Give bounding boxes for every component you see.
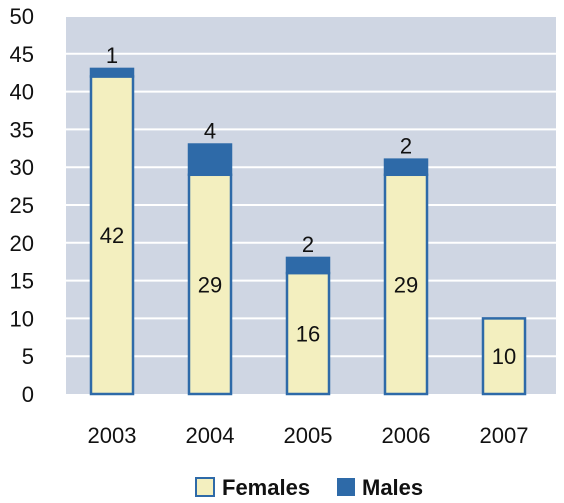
x-tick-label: 2005	[284, 423, 333, 448]
data-label-females: 16	[296, 322, 320, 347]
y-tick-label: 30	[10, 155, 34, 180]
bar-segment-females	[89, 75, 135, 396]
x-tick-label: 2003	[88, 423, 137, 448]
y-tick-label: 15	[10, 269, 34, 294]
data-label-females: 10	[492, 344, 516, 369]
legend-label-males: Males	[362, 475, 423, 500]
bar-segment-females	[481, 317, 527, 396]
y-tick-label: 40	[10, 80, 34, 105]
data-label-females: 29	[394, 272, 418, 297]
legend-swatch-females	[195, 477, 215, 497]
x-axis-ticks: 2003 2004 2005 2006 2007	[88, 423, 529, 448]
y-axis-ticks: 0 5 10 15 20 25 30 35 40 45 50	[10, 4, 34, 407]
legend-swatch-males	[337, 478, 355, 496]
bar-segment-females	[383, 173, 429, 396]
y-tick-label: 50	[10, 4, 34, 29]
x-tick-label: 2006	[382, 423, 431, 448]
x-tick-label: 2007	[480, 423, 529, 448]
bar-segment-females	[187, 173, 233, 396]
bar-segment-males	[285, 256, 331, 275]
y-tick-label: 5	[22, 344, 34, 369]
data-label-females: 42	[100, 223, 124, 248]
data-label-males: 4	[204, 119, 216, 144]
data-label-males: 2	[302, 232, 314, 257]
y-tick-label: 35	[10, 117, 34, 142]
x-tick-label: 2004	[186, 423, 235, 448]
data-label-males: 2	[400, 134, 412, 159]
data-label-females: 29	[198, 272, 222, 297]
y-tick-label: 25	[10, 193, 34, 218]
bars: 42 1 29 4 16 2 29 2 10	[89, 43, 527, 396]
bar-segment-males	[89, 67, 135, 78]
legend: Females Males	[195, 475, 423, 500]
y-tick-label: 20	[10, 231, 34, 256]
data-label-males: 1	[106, 43, 118, 68]
bar-segment-males	[383, 158, 429, 177]
legend-label-females: Females	[222, 475, 310, 500]
bar-segment-males	[187, 143, 233, 177]
y-tick-label: 45	[10, 42, 34, 67]
y-tick-label: 10	[10, 306, 34, 331]
y-tick-label: 0	[22, 382, 34, 407]
